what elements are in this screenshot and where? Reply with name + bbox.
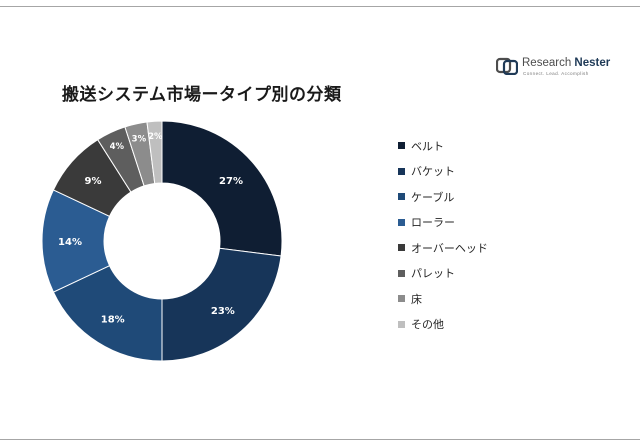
logo-name-part2: Nester [574, 57, 611, 69]
legend-label: バケット [411, 165, 455, 179]
data-label-2: 23% [211, 306, 235, 317]
legend-item-3: ケーブル [398, 184, 488, 210]
logo-mark-icon [496, 57, 518, 75]
donut-slice-1 [161, 120, 283, 257]
data-label-7: 3% [132, 135, 147, 145]
logo-name: Research Nester [522, 57, 610, 69]
legend-label: 床 [411, 292, 422, 306]
data-label-5: 9% [84, 176, 101, 187]
legend-item-1: ベルト [398, 133, 488, 159]
legend-item-6: パレット [398, 261, 488, 287]
data-label-6: 4% [110, 142, 125, 152]
legend-item-2: バケット [398, 159, 488, 185]
legend-swatch [398, 320, 405, 328]
research-nester-logo: Research Nester Connect. Lead. Accomplis… [496, 55, 616, 79]
legend-swatch [398, 269, 405, 277]
chart-title: 搬送システム市場ータイプ別の分類 [62, 85, 342, 105]
legend-swatch [398, 218, 405, 226]
logo-tagline: Connect. Lead. Accomplish [523, 71, 589, 76]
data-label-8: 2% [148, 132, 163, 142]
data-label-1: 27% [219, 176, 243, 187]
legend-item-8: その他 [398, 312, 488, 338]
logo-name-part1: Research [522, 57, 572, 69]
legend-label: ローラー [411, 216, 455, 230]
legend-item-7: 床 [398, 286, 488, 312]
legend-label: その他 [411, 318, 444, 332]
legend-label: ベルト [411, 139, 444, 153]
bottom-divider [0, 439, 640, 440]
legend-item-4: ローラー [398, 210, 488, 236]
legend-label: パレット [411, 267, 455, 281]
legend-swatch [398, 142, 405, 150]
donut-slice-8 [146, 120, 163, 185]
chart-legend: ベルトバケットケーブルローラーオーバーヘッド パレット床その他 [398, 133, 488, 337]
legend-item-5: オーバーヘッド [398, 235, 488, 261]
legend-label: ケーブル [411, 190, 455, 204]
data-label-3: 18% [101, 315, 125, 326]
donut-slice-2 [161, 247, 282, 362]
legend-label: オーバーヘッド [411, 241, 488, 255]
data-label-4: 14% [58, 237, 82, 248]
legend-swatch [398, 193, 405, 201]
legend-swatch [398, 295, 405, 303]
legend-swatch [398, 244, 405, 252]
top-divider [0, 6, 640, 7]
legend-swatch [398, 167, 405, 175]
